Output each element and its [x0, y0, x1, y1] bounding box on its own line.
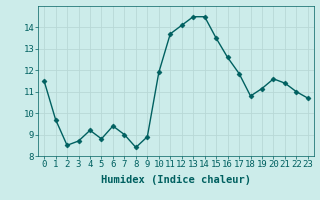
X-axis label: Humidex (Indice chaleur): Humidex (Indice chaleur)	[101, 175, 251, 185]
